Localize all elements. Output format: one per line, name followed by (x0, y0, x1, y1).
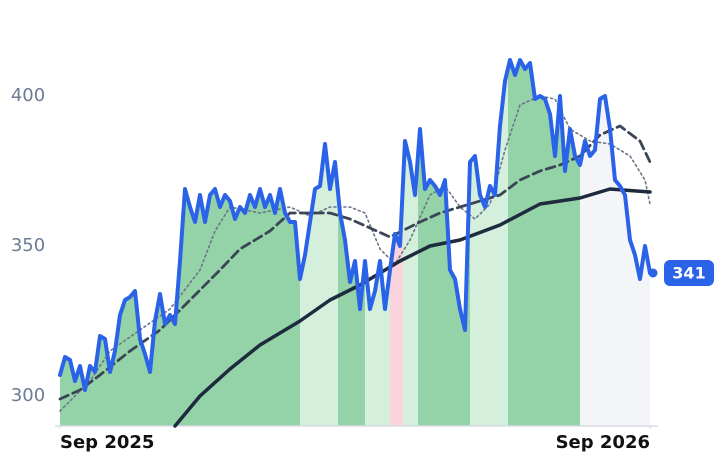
region-area (580, 96, 650, 426)
last-value-label: 341 (672, 264, 705, 283)
x-tick-label: Sep 2025 (60, 432, 154, 453)
y-tick-label: 400 (11, 85, 45, 106)
series-line (58, 58, 652, 392)
x-tick-label: Sep 2026 (556, 432, 650, 453)
last-badge (664, 260, 714, 286)
region-area (60, 189, 300, 426)
y-tick-label: 300 (11, 385, 45, 406)
series-line (173, 187, 652, 428)
series-line (59, 95, 651, 412)
region-area (418, 129, 470, 426)
region-area (300, 144, 338, 426)
series-line (58, 124, 652, 401)
region-area (403, 141, 418, 426)
last-point (648, 268, 658, 278)
region-area (390, 183, 403, 426)
y-tick-label: 350 (11, 235, 45, 256)
